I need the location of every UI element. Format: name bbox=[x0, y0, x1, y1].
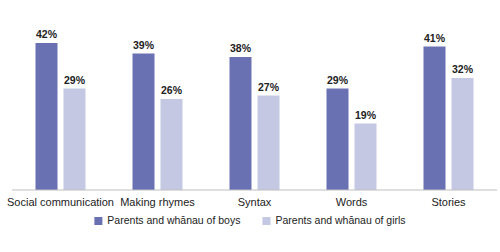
bar bbox=[36, 43, 58, 190]
data-labels: 42% 39% 38% 29% 41% 29% 26% 27% 19% 32% bbox=[36, 28, 474, 121]
legend-label: Parents and whānau of boys bbox=[107, 214, 240, 226]
x-tick-label: Words bbox=[336, 196, 368, 208]
chart-container: 42% 39% 38% 29% 41% 29% 26% 27% 19% 32% Social com… bbox=[0, 0, 500, 252]
bar bbox=[327, 89, 349, 191]
bar bbox=[258, 96, 280, 191]
data-label: 26% bbox=[161, 84, 183, 96]
legend: Parents and whānau of boys Parents and wh… bbox=[94, 214, 405, 226]
data-label: 29% bbox=[64, 74, 86, 86]
data-label: 19% bbox=[355, 109, 377, 121]
bar bbox=[355, 124, 377, 191]
x-tick-label: Syntax bbox=[238, 196, 272, 208]
x-tick-label: Making rhymes bbox=[120, 196, 195, 208]
chart-svg: 42% 39% 38% 29% 41% 29% 26% 27% 19% 32% Social com… bbox=[0, 0, 500, 252]
bar bbox=[133, 54, 155, 191]
data-label: 27% bbox=[258, 81, 280, 93]
bar bbox=[161, 99, 183, 190]
x-axis-line bbox=[12, 190, 497, 191]
bar bbox=[424, 47, 446, 191]
bar bbox=[230, 57, 252, 190]
bars bbox=[36, 43, 474, 190]
bar bbox=[64, 89, 86, 191]
bar bbox=[452, 78, 474, 190]
legend-swatch bbox=[94, 217, 102, 225]
legend-swatch bbox=[262, 217, 270, 225]
data-label: 41% bbox=[424, 32, 446, 44]
x-tick-label: Stories bbox=[431, 196, 466, 208]
data-label: 32% bbox=[452, 63, 474, 75]
x-tick-label: Social communication bbox=[7, 196, 114, 208]
x-tick-labels: Social communication Making rhymes Syntax W… bbox=[7, 196, 466, 208]
data-label: 42% bbox=[36, 28, 58, 40]
legend-label: Parents and whānau of girls bbox=[275, 214, 405, 226]
data-label: 38% bbox=[230, 42, 252, 54]
data-label: 39% bbox=[133, 39, 155, 51]
data-label: 29% bbox=[327, 74, 349, 86]
